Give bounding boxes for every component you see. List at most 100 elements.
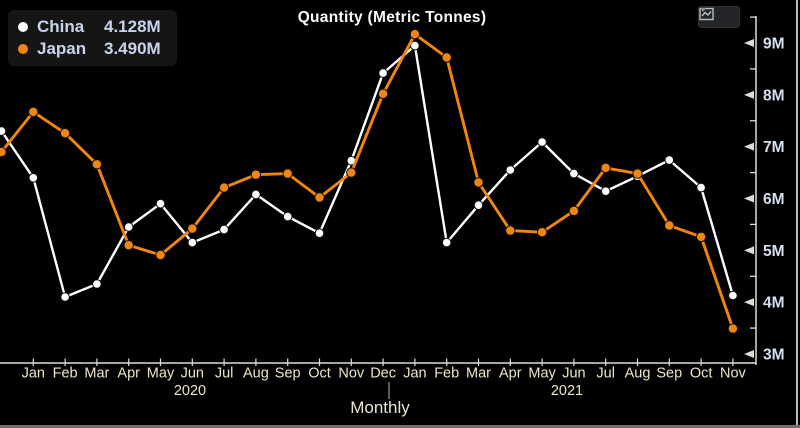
series-marker-japan xyxy=(600,162,611,174)
series-marker-japan xyxy=(218,182,230,193)
series-marker-china xyxy=(728,290,738,301)
month-tick-label: Aug xyxy=(625,366,651,382)
series-marker-china xyxy=(28,173,39,183)
series-marker-japan xyxy=(155,249,166,261)
window-bottom-edge xyxy=(0,425,800,428)
legend: China 4.128M Japan 3.490M xyxy=(8,10,177,66)
year-label: 2020 xyxy=(174,383,206,399)
y-axis-major-tick xyxy=(744,39,754,48)
y-axis-label: 8M xyxy=(763,87,785,104)
month-tick-label: Sep xyxy=(275,366,301,382)
series-marker-china xyxy=(0,126,7,136)
series-marker-china xyxy=(314,228,325,238)
month-tick-label: Jun xyxy=(562,366,585,382)
series-marker-japan xyxy=(123,240,134,251)
month-tick-label: Sep xyxy=(656,366,682,382)
series-marker-china xyxy=(441,237,452,248)
series-marker-china xyxy=(251,189,261,200)
legend-item-china[interactable]: China 4.128M xyxy=(18,16,161,37)
series-marker-china xyxy=(282,211,293,222)
y-axis-label: 4M xyxy=(763,295,785,312)
series-marker-japan xyxy=(473,177,484,188)
y-axis-major-tick xyxy=(744,246,754,255)
y-axis-major-tick xyxy=(744,350,754,358)
month-tick-label: Mar xyxy=(466,366,491,382)
japan-series-dot xyxy=(18,43,28,54)
month-tick-label: Nov xyxy=(720,366,747,382)
series-marker-japan xyxy=(632,168,643,179)
month-tick-label: May xyxy=(528,366,556,382)
series-marker-china xyxy=(219,224,229,235)
month-tick-label: Feb xyxy=(434,366,459,382)
china-series-dot xyxy=(18,21,28,32)
y-axis-major-tick xyxy=(744,298,754,307)
month-tick-label: Nov xyxy=(338,366,365,382)
y-axis-label: 5M xyxy=(763,243,785,260)
series-marker-china xyxy=(123,222,134,232)
series-marker-china xyxy=(60,292,70,302)
series-marker-japan xyxy=(377,88,389,100)
series-marker-china xyxy=(378,68,388,78)
series-marker-china xyxy=(410,40,420,51)
series-marker-japan xyxy=(346,167,357,178)
month-tick-label: Oct xyxy=(690,366,713,382)
month-tick-label: Jan xyxy=(22,366,45,382)
month-tick-label: Mar xyxy=(84,366,109,382)
series-marker-japan xyxy=(441,52,452,63)
month-tick-label: May xyxy=(147,366,175,382)
y-axis-major-tick xyxy=(744,194,754,203)
series-marker-japan xyxy=(187,223,198,234)
series-marker-china xyxy=(505,165,516,175)
y-axis-label: 3M xyxy=(763,347,785,364)
series-marker-china xyxy=(600,186,611,196)
series-marker-japan xyxy=(28,106,39,118)
chart-type-button[interactable] xyxy=(698,6,740,28)
month-tick-label: Feb xyxy=(53,366,78,382)
series-marker-japan xyxy=(59,128,71,139)
month-tick-label: Apr xyxy=(117,366,140,382)
series-marker-japan xyxy=(695,231,707,243)
month-tick-label: Jul xyxy=(596,366,615,382)
series-marker-china xyxy=(537,137,547,147)
legend-series-value: 4.128M xyxy=(104,17,161,36)
series-marker-japan xyxy=(91,159,103,170)
series-marker-japan xyxy=(727,323,739,334)
y-axis-label: 7M xyxy=(763,139,785,156)
series-marker-japan xyxy=(505,225,516,236)
month-tick-label: Jul xyxy=(215,366,234,382)
series-marker-japan xyxy=(536,227,548,238)
legend-series-name: China xyxy=(37,17,85,36)
series-marker-japan xyxy=(250,169,262,180)
y-axis-major-tick xyxy=(744,90,754,99)
series-line-china xyxy=(0,44,735,299)
chart-title: Quantity (Metric Tonnes) xyxy=(297,9,487,26)
series-marker-china xyxy=(696,182,706,193)
series-marker-china xyxy=(92,279,102,289)
series-marker-japan xyxy=(0,146,7,158)
month-tick-label: Jan xyxy=(403,366,426,382)
series-marker-china xyxy=(569,168,579,179)
series-marker-china xyxy=(155,198,166,209)
month-tick-label: Apr xyxy=(499,366,522,382)
month-tick-label: Dec xyxy=(370,366,396,382)
legend-series-value: 3.490M xyxy=(104,39,161,58)
year-label: 2021 xyxy=(551,383,583,399)
periodicity-label[interactable]: Monthly xyxy=(350,398,410,417)
y-axis-major-tick xyxy=(744,142,754,151)
line-chart-icon xyxy=(699,7,714,21)
series-marker-china xyxy=(187,237,198,248)
series-marker-china xyxy=(473,200,484,210)
series-marker-china xyxy=(664,155,675,165)
series-marker-japan xyxy=(409,29,421,40)
y-axis-label: 9M xyxy=(763,36,785,53)
legend-item-japan[interactable]: Japan 3.490M xyxy=(18,38,161,59)
month-tick-label: Jun xyxy=(181,366,204,382)
series-marker-japan xyxy=(282,168,293,179)
window-right-edge xyxy=(796,0,798,428)
series-line-japan xyxy=(0,32,735,331)
legend-series-name: Japan xyxy=(37,39,87,58)
series-marker-japan xyxy=(568,205,580,217)
y-axis-label: 6M xyxy=(763,191,785,208)
